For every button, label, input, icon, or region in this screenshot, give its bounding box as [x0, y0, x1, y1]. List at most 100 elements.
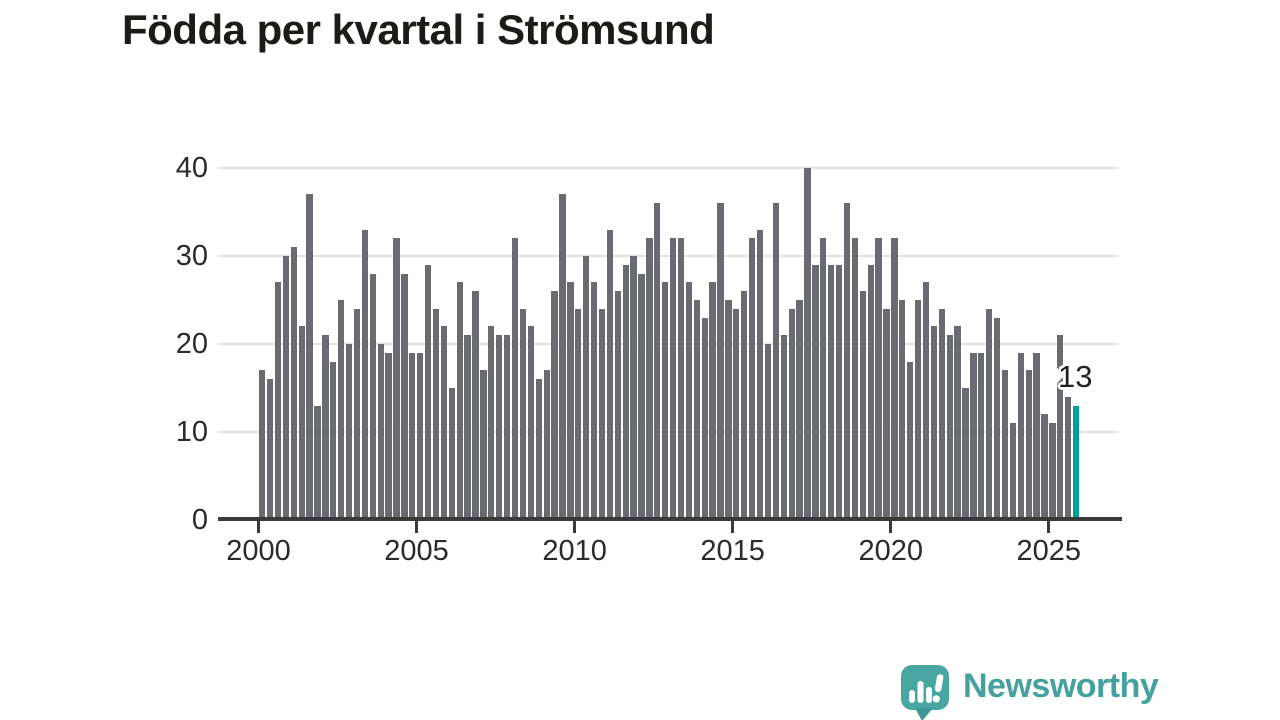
bar: [448, 388, 455, 520]
bar: [377, 344, 384, 520]
bar: [859, 291, 866, 520]
bar: [259, 370, 266, 520]
bar: [1033, 352, 1040, 520]
bar: [962, 388, 969, 520]
bar: [622, 264, 629, 520]
bar: [677, 238, 685, 520]
bar: [843, 203, 851, 520]
x-axis-tick: [415, 520, 419, 533]
bar: [503, 335, 511, 520]
bar: [440, 326, 448, 520]
bar: [867, 264, 874, 520]
bar: [409, 352, 416, 520]
brand-footer: Newsworthy: [900, 664, 1159, 720]
bar: [1041, 414, 1048, 520]
bar: [828, 264, 835, 520]
bar: [764, 344, 772, 520]
bar: [725, 300, 732, 520]
x-axis-label-2000: 2000: [226, 535, 291, 567]
bar: [575, 308, 582, 520]
highlight-bar: [1073, 405, 1080, 520]
bar: [788, 308, 795, 520]
x-axis-tick: [1047, 520, 1051, 533]
bar: [993, 317, 1001, 520]
bar: [353, 308, 361, 520]
bar: [361, 229, 369, 520]
bar: [298, 326, 305, 520]
bar: [638, 273, 645, 520]
bar: [646, 238, 653, 520]
bar: [835, 264, 843, 520]
bar: [456, 282, 463, 520]
newsworthy-logo-icon: [900, 664, 950, 720]
x-axis-label-2005: 2005: [384, 535, 449, 567]
y-axis-label-0: 0: [191, 504, 208, 536]
bar: [978, 352, 985, 520]
bar: [741, 291, 748, 520]
bar: [266, 379, 274, 520]
bar: [385, 352, 392, 520]
bar: [654, 203, 661, 520]
y-axis-label-40: 40: [175, 152, 208, 184]
bar: [669, 238, 677, 520]
bar: [1057, 335, 1064, 520]
y-axis-label-30: 30: [175, 240, 208, 272]
bar: [820, 238, 827, 520]
bar: [543, 370, 550, 520]
bar: [693, 300, 700, 520]
x-axis-line: [218, 517, 1122, 521]
bar: [401, 273, 408, 520]
bar: [685, 282, 693, 520]
x-axis-label-2010: 2010: [542, 535, 607, 567]
bar: [717, 203, 724, 520]
bar: [851, 238, 859, 520]
bar: [583, 256, 590, 520]
bar: [986, 308, 993, 520]
bar: [432, 308, 440, 520]
x-axis-tick: [731, 520, 735, 533]
bar: [946, 335, 953, 520]
bar: [290, 247, 297, 520]
bar: [662, 282, 669, 520]
bar: [630, 256, 637, 520]
brand-name: Newsworthy: [963, 667, 1159, 705]
x-axis-tick: [573, 520, 577, 533]
bar: [472, 291, 479, 520]
bar: [590, 282, 598, 520]
bar: [1017, 352, 1024, 520]
page-title: Födda per kvartal i Strömsund: [122, 6, 715, 53]
bar: [496, 335, 503, 520]
x-axis-label-2025: 2025: [1016, 535, 1082, 567]
bar: [756, 229, 764, 520]
gridline-40: [218, 167, 1118, 169]
x-axis-tick: [257, 520, 260, 533]
last-value-label: 13: [1058, 359, 1093, 394]
bar: [914, 300, 922, 520]
bar: [322, 335, 329, 520]
bar: [748, 238, 756, 520]
bar: [907, 361, 914, 520]
bar: [891, 238, 898, 520]
bar: [1025, 370, 1032, 520]
y-axis-label-10: 10: [175, 416, 208, 448]
bar: [417, 352, 424, 520]
bar: [306, 194, 313, 520]
bar: [930, 326, 938, 520]
y-axis-label-20: 20: [175, 328, 208, 360]
bar: [274, 282, 282, 520]
bar: [559, 194, 566, 520]
bar: [369, 273, 376, 520]
bar: [733, 308, 740, 520]
bar: [511, 238, 519, 520]
bar: [1049, 423, 1056, 520]
bar: [883, 308, 890, 520]
bar: [535, 379, 542, 520]
bar: [464, 335, 471, 520]
bar: [282, 256, 289, 520]
bar: [314, 405, 321, 520]
bar: [480, 370, 487, 520]
bar: [345, 344, 353, 520]
bar: [606, 229, 614, 520]
